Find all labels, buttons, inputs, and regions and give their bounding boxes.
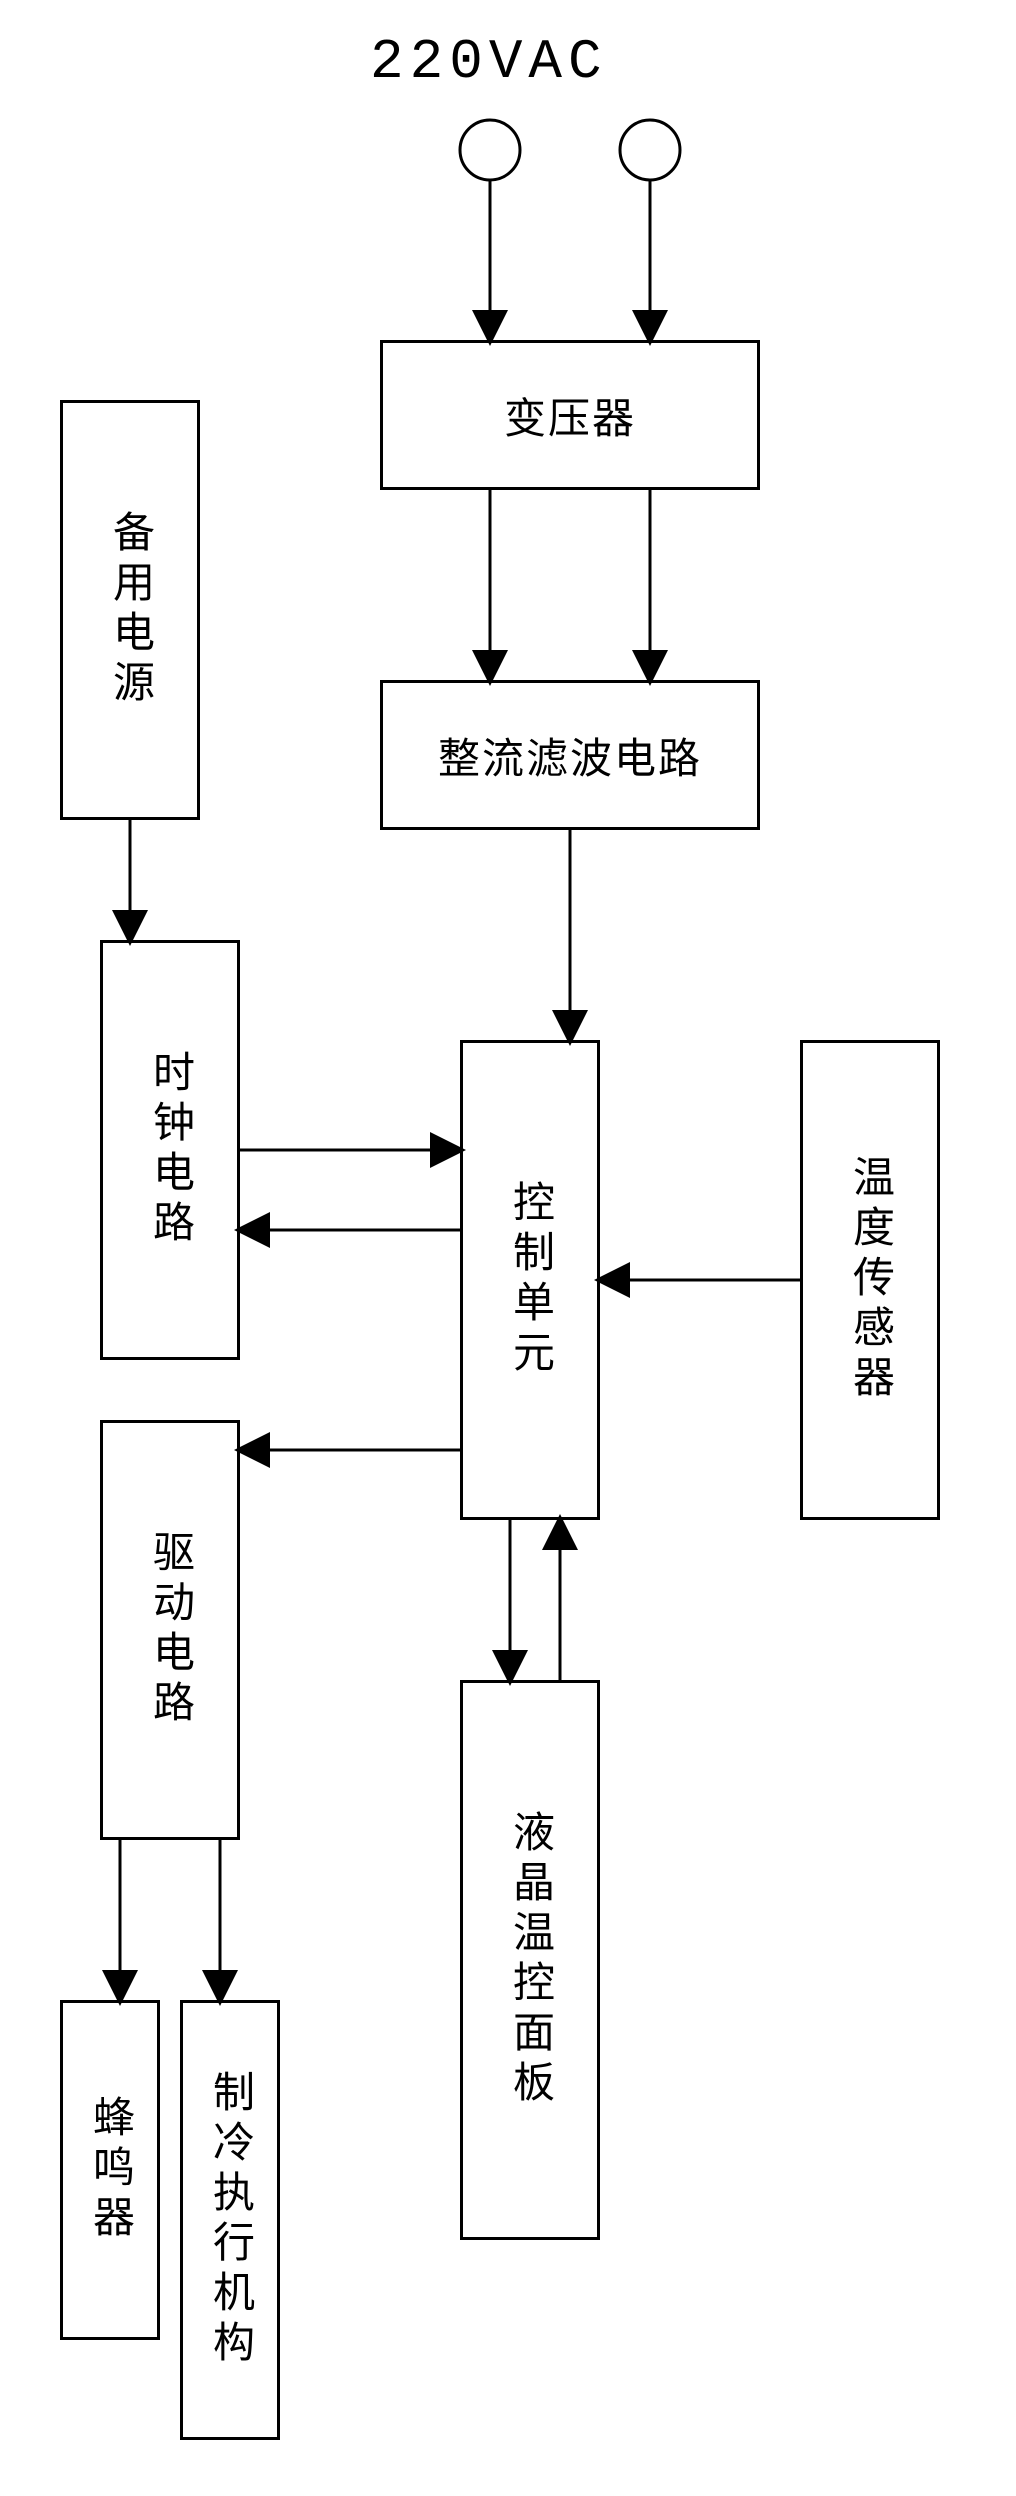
node-backup-power: 备用电源	[60, 400, 200, 820]
node-rectifier: 整流滤波电路	[380, 680, 760, 830]
node-temp-sensor: 温度传感器	[800, 1040, 940, 1520]
title-220vac: 220VAC	[370, 30, 608, 94]
node-clock: 时钟电路	[100, 940, 240, 1360]
label-controller: 控制单元	[500, 1180, 561, 1380]
node-buzzer: 蜂鸣器	[60, 2000, 160, 2340]
node-lcd-panel: 液晶温控面板	[460, 1680, 600, 2240]
label-buzzer: 蜂鸣器	[80, 2095, 141, 2245]
label-clock: 时钟电路	[140, 1050, 201, 1250]
label-actuator: 制冷执行机构	[200, 2070, 261, 2370]
label-rectifier: 整流滤波电路	[438, 725, 702, 786]
label-temp-sensor: 温度传感器	[840, 1155, 901, 1405]
label-lcd-panel: 液晶温控面板	[500, 1810, 561, 2110]
label-backup-power: 备用电源	[100, 510, 161, 710]
label-driver: 驱动电路	[140, 1530, 201, 1730]
node-transformer: 变压器	[380, 340, 760, 490]
label-transformer: 变压器	[504, 385, 636, 446]
node-actuator: 制冷执行机构	[180, 2000, 280, 2440]
node-driver: 驱动电路	[100, 1420, 240, 1840]
node-controller: 控制单元	[460, 1040, 600, 1520]
